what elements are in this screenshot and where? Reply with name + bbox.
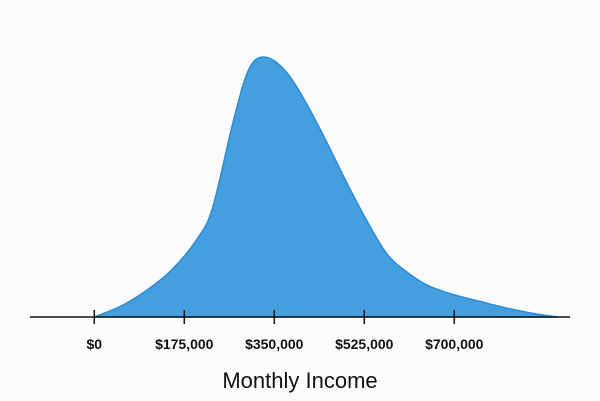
x-tick-label: $525,000 — [335, 336, 394, 352]
x-tick-label: $350,000 — [245, 336, 304, 352]
x-axis-title: Monthly Income — [222, 368, 377, 393]
x-tick-label: $0 — [86, 336, 102, 352]
x-tick-label: $175,000 — [155, 336, 214, 352]
x-axis-ticks: $0 $175,000 $350,000 $525,000 $700,000 — [86, 310, 484, 352]
density-area — [94, 56, 558, 318]
x-tick-label: $700,000 — [425, 336, 484, 352]
